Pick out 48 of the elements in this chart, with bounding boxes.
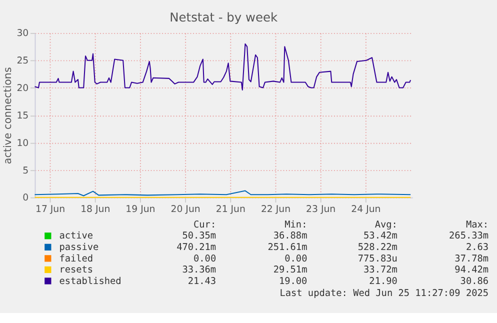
text: 21.90 xyxy=(369,276,398,287)
x-tick-label: 23 Jun xyxy=(306,204,336,215)
text: 21.43 xyxy=(188,276,216,287)
text: Avg: xyxy=(374,219,398,230)
text: 19.00 xyxy=(278,276,308,287)
text: 33.72m xyxy=(364,264,398,276)
text: 37.78m xyxy=(454,253,489,264)
y-tick-label: 10 xyxy=(16,138,29,149)
text: 29.51m xyxy=(273,264,308,276)
text: 53.42m xyxy=(364,230,398,242)
text: 36.88m xyxy=(273,230,308,242)
x-tick-label: 21 Jun xyxy=(216,204,246,215)
text: Last update: Wed Jun 25 11:27:09 2025 xyxy=(280,288,489,300)
text: 251.61m xyxy=(268,242,308,253)
y-axis-title: active connections xyxy=(2,67,14,164)
x-tick-label: 18 Jun xyxy=(80,204,110,215)
text: 2.63 xyxy=(466,242,489,253)
y-tick-label: 20 xyxy=(16,83,29,94)
line-series xyxy=(34,43,412,90)
legend-label: failed xyxy=(59,253,94,264)
text: 0.00 xyxy=(194,253,216,264)
text: 0.00 xyxy=(284,253,308,264)
x-tick-label: 17 Jun xyxy=(35,204,66,215)
x-tick-label: 19 Jun xyxy=(126,204,156,215)
y-tick-label: 0 xyxy=(22,192,29,204)
text: 470.21m xyxy=(176,242,216,253)
x-tick-label: 20 Jun xyxy=(170,204,200,215)
legend-label: passive xyxy=(59,242,100,253)
y-tick-label: 25 xyxy=(16,56,29,67)
text: 94.42m xyxy=(454,264,489,276)
text: Max: xyxy=(466,219,489,230)
legend-label: resets xyxy=(59,264,94,276)
text: 265.33m xyxy=(449,230,489,242)
y-tick-label: 5 xyxy=(22,165,29,176)
x-tick-label: 22 Jun xyxy=(260,204,291,215)
legend-label: active xyxy=(59,230,94,242)
text: Min: xyxy=(284,219,308,230)
text: 50.35m xyxy=(182,230,216,242)
text: 33.36m xyxy=(182,264,216,276)
legend-label: established xyxy=(59,276,122,287)
text: 528.22m xyxy=(358,242,398,253)
text: 775.83u xyxy=(358,253,398,264)
chart-title: Netstat - by week xyxy=(170,10,278,25)
y-tick-label: 30 xyxy=(16,28,29,40)
text: 30.86 xyxy=(460,276,489,287)
x-tick-label: 24 Jun xyxy=(351,204,381,215)
text: Cur: xyxy=(194,219,216,230)
y-tick-label: 15 xyxy=(16,110,29,122)
